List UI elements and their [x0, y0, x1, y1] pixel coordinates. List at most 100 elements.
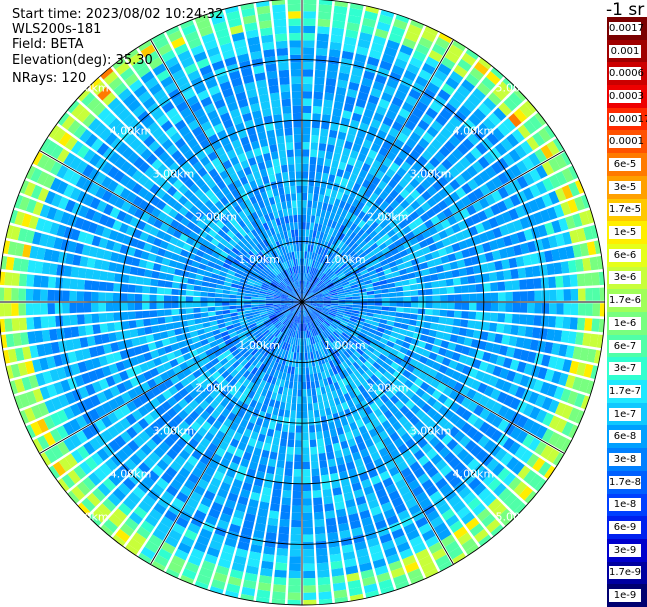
- range-gate-cell: [282, 208, 288, 217]
- range-gate-cell: [342, 377, 349, 386]
- range-gate-cell: [535, 394, 546, 408]
- range-gate-cell: [422, 460, 434, 473]
- range-gate-cell: [352, 234, 361, 243]
- range-gate-cell: [365, 262, 374, 269]
- range-gate-cell: [477, 122, 491, 136]
- range-gate-cell: [388, 375, 398, 385]
- range-gate-cell: [374, 306, 382, 310]
- range-gate-cell: [133, 248, 143, 258]
- range-gate-cell: [234, 448, 244, 458]
- range-gate-cell: [262, 419, 270, 429]
- range-gate-cell: [516, 415, 529, 429]
- range-gate-cell: [174, 425, 185, 437]
- range-gate-cell: [86, 492, 101, 507]
- range-gate-cell: [288, 432, 295, 440]
- range-gate-cell: [449, 179, 461, 191]
- range-gate-cell: [492, 365, 503, 377]
- range-gate-cell: [204, 553, 218, 565]
- range-gate-cell: [243, 299, 252, 302]
- range-gate-cell: [276, 393, 282, 402]
- range-gate-cell: [333, 397, 341, 406]
- range-gate-cell: [309, 302, 317, 304]
- range-gate-cell: [312, 200, 318, 209]
- range-gate-cell: [540, 277, 549, 289]
- range-gate-cell: [235, 364, 244, 372]
- range-gate-cell: [266, 524, 278, 534]
- range-gate-cell: [364, 319, 373, 325]
- range-gate-cell: [565, 374, 576, 389]
- range-gate-cell: [149, 286, 158, 294]
- range-gate-cell: [405, 246, 415, 255]
- range-gate-cell: [76, 303, 85, 313]
- range-gate-cell: [205, 265, 214, 273]
- range-gate-cell: [222, 298, 230, 302]
- range-gate-cell: [358, 169, 368, 179]
- range-gate-cell: [396, 351, 406, 360]
- range-gate-cell: [534, 112, 547, 126]
- range-gate-cell: [154, 554, 169, 568]
- range-gate-cell: [222, 334, 231, 342]
- range-gate-cell: [346, 325, 354, 331]
- range-gate-cell: [302, 105, 312, 114]
- range-gate-cell: [511, 280, 520, 290]
- range-gate-cell: [481, 76, 496, 91]
- range-gate-cell: [359, 509, 371, 520]
- range-gate-cell: [81, 244, 91, 256]
- range-gate-cell: [360, 448, 370, 458]
- range-gate-cell: [329, 383, 336, 392]
- range-gate-cell: [174, 473, 187, 485]
- range-gate-cell: [129, 453, 142, 466]
- range-gate-cell: [144, 540, 160, 554]
- range-gate-cell: [395, 14, 410, 24]
- range-gate-cell: [125, 413, 137, 426]
- range-gate-cell: [373, 262, 382, 270]
- range-gate-cell: [331, 115, 341, 124]
- range-gate-cell: [282, 318, 289, 325]
- range-gate-cell: [294, 345, 298, 353]
- range-gate-cell: [459, 435, 471, 448]
- range-gate-cell: [167, 266, 176, 275]
- range-gate-cell: [402, 369, 412, 379]
- range-gate-cell: [312, 230, 317, 238]
- range-gate-cell: [246, 381, 255, 390]
- range-gate-cell: [351, 112, 362, 122]
- range-gate-cell: [120, 311, 129, 321]
- range-gate-cell: [303, 69, 314, 77]
- range-gate-cell: [350, 343, 359, 351]
- range-gate-cell: [241, 586, 256, 597]
- range-gate-cell: [273, 304, 281, 307]
- range-gate-cell: [467, 400, 478, 413]
- range-gate-cell: [303, 527, 314, 535]
- range-gate-cell: [237, 465, 248, 475]
- range-gate-cell: [519, 291, 528, 301]
- range-gate-cell: [229, 290, 238, 295]
- range-gate-cell: [335, 284, 343, 289]
- range-gate-cell: [88, 472, 102, 486]
- range-gate-cell: [482, 117, 496, 131]
- range-gate-cell: [303, 287, 306, 295]
- range-gate-cell: [589, 333, 599, 348]
- range-gate-cell: [417, 308, 426, 315]
- range-gate-cell: [374, 28, 389, 39]
- range-gate-cell: [417, 314, 425, 321]
- range-gate-cell: [106, 312, 114, 322]
- range-gate-cell: [393, 574, 408, 586]
- range-gate-cell: [575, 332, 584, 346]
- range-gate-cell: [149, 310, 158, 318]
- range-gate-cell: [332, 108, 342, 117]
- range-gate-cell: [316, 562, 329, 571]
- range-gate-cell: [356, 46, 369, 56]
- range-gate-cell: [492, 86, 507, 101]
- range-gate-cell: [345, 237, 353, 246]
- range-gate-cell: [290, 329, 295, 338]
- range-gate-cell: [403, 421, 414, 432]
- range-gate-cell: [95, 345, 106, 356]
- range-gate-cell: [467, 93, 482, 107]
- range-gate-cell: [285, 223, 291, 231]
- range-gate-cell: [223, 317, 232, 323]
- range-gate-cell: [599, 287, 605, 301]
- range-gate-cell: [278, 445, 287, 454]
- range-gate-cell: [331, 159, 339, 169]
- range-gate-cell: [439, 483, 453, 496]
- range-gate-cell: [259, 379, 267, 389]
